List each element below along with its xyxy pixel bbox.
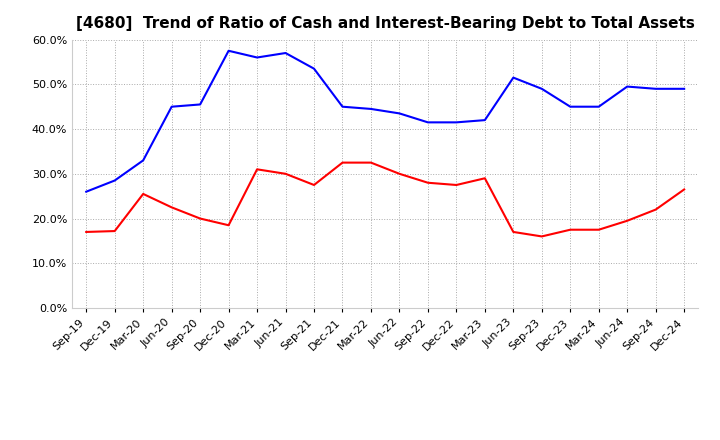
Interest-Bearing Debt (110, 178, 119, 183)
Cash (253, 167, 261, 172)
Cash (282, 171, 290, 176)
Title: [4680]  Trend of Ratio of Cash and Interest-Bearing Debt to Total Assets: [4680] Trend of Ratio of Cash and Intere… (76, 16, 695, 32)
Interest-Bearing Debt (509, 75, 518, 80)
Cash (680, 187, 688, 192)
Interest-Bearing Debt (537, 86, 546, 92)
Interest-Bearing Debt (310, 66, 318, 71)
Cash (366, 160, 375, 165)
Interest-Bearing Debt (680, 86, 688, 92)
Cash (537, 234, 546, 239)
Cash (566, 227, 575, 232)
Interest-Bearing Debt (395, 111, 404, 116)
Interest-Bearing Debt (253, 55, 261, 60)
Interest-Bearing Debt (452, 120, 461, 125)
Cash (338, 160, 347, 165)
Interest-Bearing Debt (623, 84, 631, 89)
Cash (509, 229, 518, 235)
Interest-Bearing Debt (282, 50, 290, 55)
Cash (623, 218, 631, 224)
Cash (167, 205, 176, 210)
Interest-Bearing Debt (196, 102, 204, 107)
Interest-Bearing Debt (139, 158, 148, 163)
Cash (652, 207, 660, 212)
Interest-Bearing Debt (595, 104, 603, 109)
Interest-Bearing Debt (480, 117, 489, 123)
Cash (225, 223, 233, 228)
Cash (423, 180, 432, 185)
Interest-Bearing Debt (366, 106, 375, 112)
Interest-Bearing Debt (82, 189, 91, 194)
Interest-Bearing Debt (338, 104, 347, 109)
Interest-Bearing Debt (225, 48, 233, 53)
Cash (395, 171, 404, 176)
Cash (310, 182, 318, 187)
Interest-Bearing Debt (566, 104, 575, 109)
Cash (139, 191, 148, 197)
Cash (595, 227, 603, 232)
Cash (196, 216, 204, 221)
Line: Cash: Cash (86, 163, 684, 236)
Cash (82, 229, 91, 235)
Cash (480, 176, 489, 181)
Interest-Bearing Debt (652, 86, 660, 92)
Interest-Bearing Debt (167, 104, 176, 109)
Cash (110, 228, 119, 234)
Cash (452, 182, 461, 187)
Line: Interest-Bearing Debt: Interest-Bearing Debt (86, 51, 684, 192)
Interest-Bearing Debt (423, 120, 432, 125)
